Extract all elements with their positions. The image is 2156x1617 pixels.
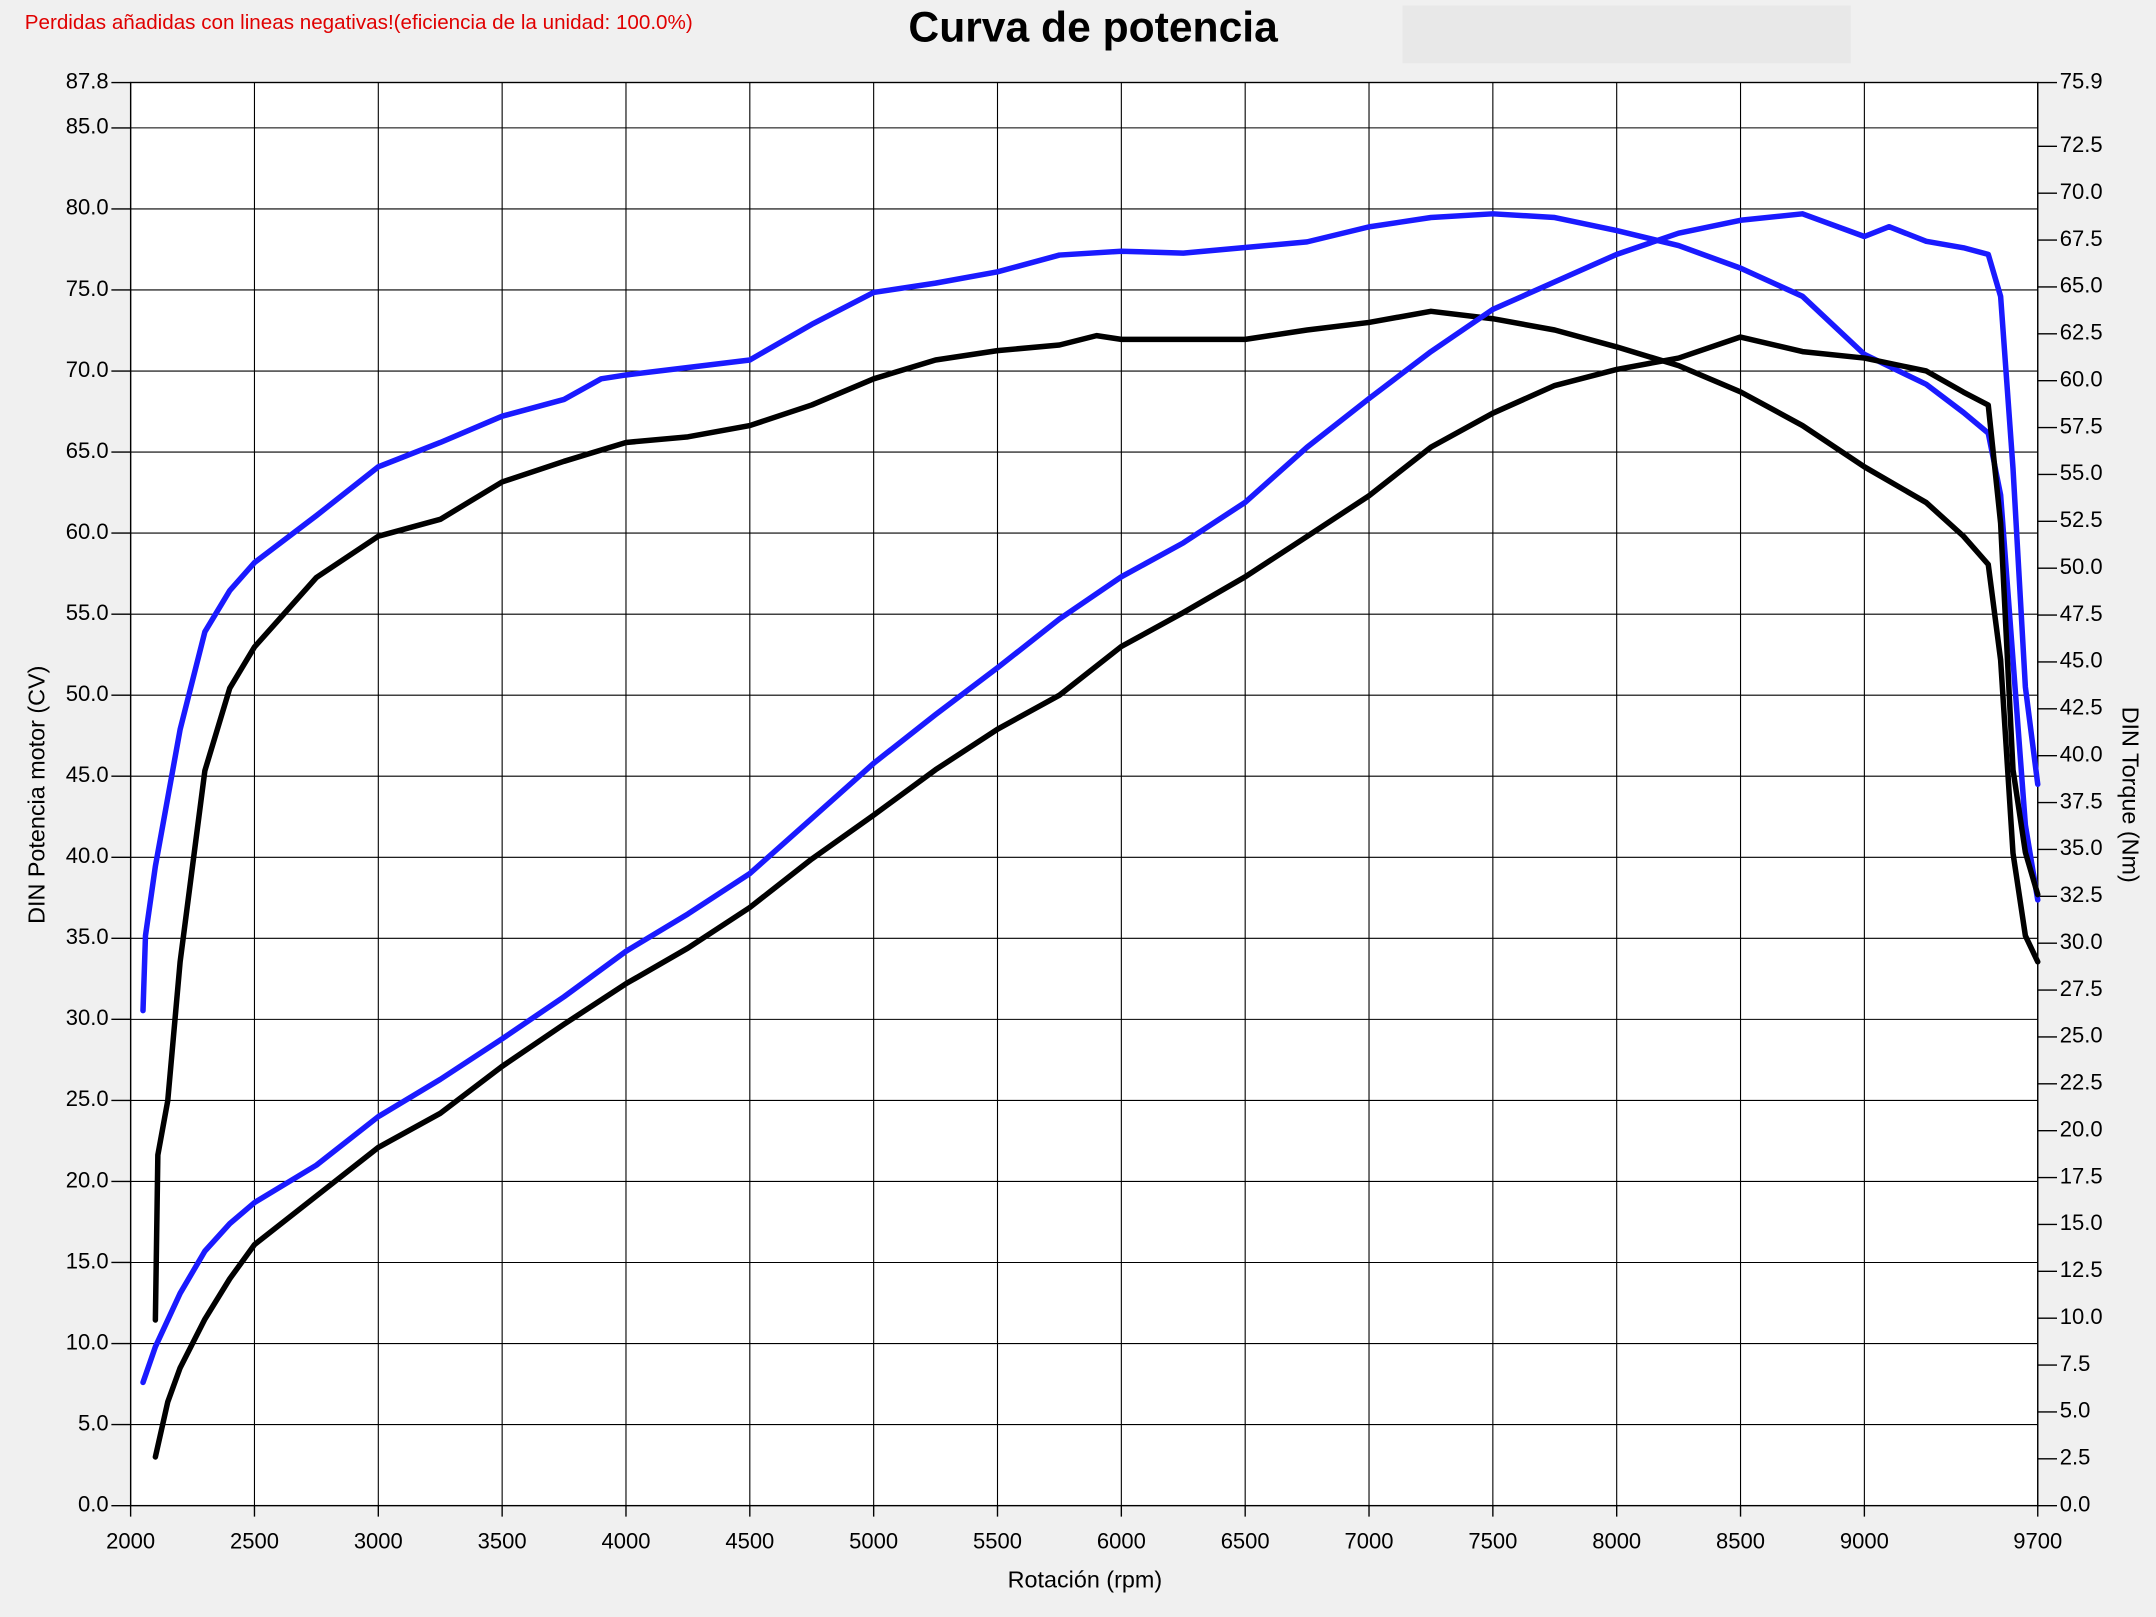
x-tick-label: 2000 (106, 1529, 155, 1554)
y2-tick-label: 30.0 (2060, 929, 2103, 954)
y2-tick-label: 47.5 (2060, 601, 2103, 626)
y2-tick-label: 12.5 (2060, 1257, 2103, 1282)
y-tick-label: 60.0 (66, 519, 109, 544)
x-tick-label: 4000 (602, 1529, 651, 1554)
y-tick-label: 75.0 (66, 276, 109, 301)
y2-tick-label: 32.5 (2060, 882, 2103, 907)
y-tick-label: 65.0 (66, 438, 109, 463)
x-tick-label: 8500 (1716, 1529, 1765, 1554)
series-line (152, 308, 2041, 1323)
y-tick-label: 5.0 (78, 1410, 109, 1435)
y-tick-label: 10.0 (66, 1329, 109, 1354)
x-tick-label: 6000 (1097, 1529, 1146, 1554)
note: Perdidas añadidas con lineas negativas!(… (25, 11, 693, 34)
x-tick-label: 5000 (849, 1529, 898, 1554)
y-tick-label: 80.0 (66, 195, 109, 220)
y2-tick-label: 5.0 (2060, 1398, 2091, 1423)
x-tick-label: 2500 (230, 1529, 279, 1554)
y-tick-label: 45.0 (66, 762, 109, 787)
x-tick-label: 8000 (1592, 1529, 1641, 1554)
y2-tick-label: 42.5 (2060, 695, 2103, 720)
chart-title: Curva de potencia (908, 4, 1278, 52)
y2-tick-label: 72.5 (2060, 132, 2103, 157)
x-tick-label: 3500 (478, 1529, 527, 1554)
y2-tick-label: 25.0 (2060, 1023, 2103, 1048)
y-tick-label: 25.0 (66, 1086, 109, 1111)
y2-tick-label: 10.0 (2060, 1304, 2103, 1329)
y2-tick-label: 60.0 (2060, 366, 2103, 391)
x-tick-label: 3000 (354, 1529, 403, 1554)
x-tick-label: 7000 (1345, 1529, 1394, 1554)
y-tick-label: 85.0 (66, 114, 109, 139)
y-tick-label: 87.8 (66, 68, 109, 93)
y-tick-label: 70.0 (66, 357, 109, 382)
series-line (152, 334, 2041, 1460)
y2-tick-label: 27.5 (2060, 976, 2103, 1001)
y2-tick-label: 45.0 (2060, 648, 2103, 673)
y-tick-label: 0.0 (78, 1491, 109, 1516)
series-line (140, 211, 2041, 1386)
header-box (1402, 5, 1851, 64)
x-tick-label: 5500 (973, 1529, 1022, 1554)
y-tick-label: 55.0 (66, 600, 109, 625)
y2-tick-label: 50.0 (2060, 554, 2103, 579)
y2-tick-label: 7.5 (2060, 1351, 2091, 1376)
y2-axis-label: DIN Torque (Nm) (2117, 707, 2143, 883)
x-axis-label: Rotación (rpm) (1008, 1566, 1162, 1592)
y2-tick-label: 57.5 (2060, 413, 2103, 438)
y2-tick-label: 35.0 (2060, 835, 2103, 860)
y2-tick-label: 40.0 (2060, 741, 2103, 766)
y-tick-label: 15.0 (66, 1248, 109, 1273)
y2-tick-label: 37.5 (2060, 788, 2103, 813)
y-tick-label: 20.0 (66, 1167, 109, 1192)
y2-tick-label: 70.0 (2060, 179, 2103, 204)
x-tick-label: 9700 (2013, 1529, 2062, 1554)
y2-tick-label: 17.5 (2060, 1163, 2103, 1188)
y-tick-label: 50.0 (66, 681, 109, 706)
y2-tick-label: 20.0 (2060, 1116, 2103, 1141)
x-tick-label: 9000 (1840, 1529, 1889, 1554)
y2-tick-label: 15.0 (2060, 1210, 2103, 1235)
y2-tick-label: 22.5 (2060, 1070, 2103, 1095)
x-tick-label: 7500 (1468, 1529, 1517, 1554)
y2-tick-label: 52.5 (2060, 507, 2103, 532)
y-tick-label: 40.0 (66, 843, 109, 868)
x-tick-label: 4500 (725, 1529, 774, 1554)
x-tick-label: 6500 (1221, 1529, 1270, 1554)
y-tick-label: 35.0 (66, 924, 109, 949)
plot-area (129, 81, 2039, 1507)
y2-tick-label: 0.0 (2060, 1491, 2091, 1516)
y2-tick-label: 65.0 (2060, 273, 2103, 298)
y2-tick-label: 67.5 (2060, 226, 2103, 251)
y-axis-label: DIN Potencia motor (CV) (24, 666, 50, 924)
y-tick-label: 30.0 (66, 1005, 109, 1030)
y2-tick-label: 2.5 (2060, 1445, 2091, 1470)
y2-tick-label: 62.5 (2060, 320, 2103, 345)
y2-tick-label: 75.9 (2060, 68, 2103, 93)
y2-tick-label: 55.0 (2060, 460, 2103, 485)
